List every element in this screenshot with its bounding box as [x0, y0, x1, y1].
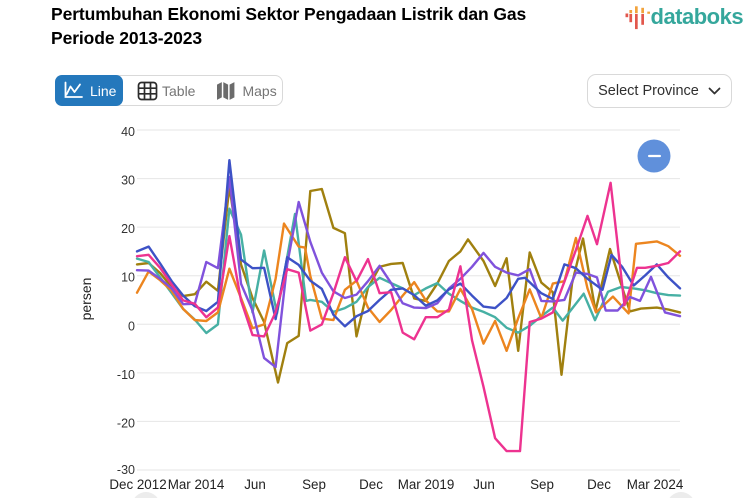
svg-text:-30: -30: [117, 463, 135, 477]
svg-text:Jun: Jun: [244, 477, 266, 492]
svg-text:Dec 2012: Dec 2012: [109, 477, 166, 492]
svg-text:40: 40: [121, 125, 135, 139]
svg-text:10: 10: [121, 271, 135, 285]
svg-text:persen: persen: [78, 278, 94, 321]
svg-text:Sep: Sep: [302, 477, 326, 492]
svg-text:30: 30: [121, 174, 135, 188]
svg-text:Mar 2024: Mar 2024: [627, 477, 684, 492]
svg-text:Dec: Dec: [587, 477, 611, 492]
svg-text:0: 0: [128, 319, 135, 333]
svg-text:Mar 2014: Mar 2014: [168, 477, 225, 492]
svg-text:Jun: Jun: [473, 477, 495, 492]
svg-text:-20: -20: [117, 416, 135, 430]
svg-text:Sep: Sep: [530, 477, 554, 492]
svg-text:Dec: Dec: [359, 477, 383, 492]
svg-text:-10: -10: [117, 368, 135, 382]
svg-text:Mar 2019: Mar 2019: [398, 477, 455, 492]
svg-text:20: 20: [121, 222, 135, 236]
